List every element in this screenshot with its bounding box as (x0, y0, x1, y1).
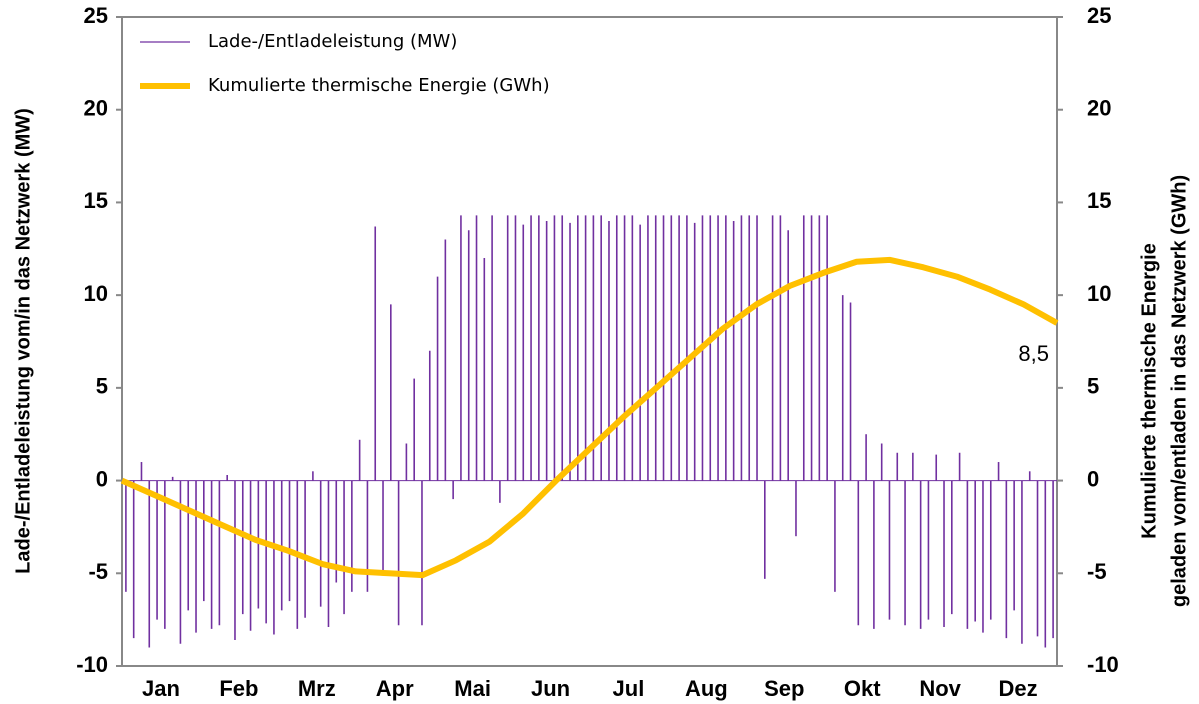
x-tick-label: Sep (764, 676, 804, 701)
y-axis-label: Lade-/Entladeleistung vom/in das Netzwer… (12, 108, 34, 574)
x-tick-label: Nov (919, 676, 961, 701)
x-tick-label: Jun (531, 676, 570, 701)
y2-tick-label: 5 (1087, 374, 1099, 399)
energy-line (120, 256, 1059, 579)
x-tick-label: Okt (844, 676, 881, 701)
x-tick-label: Apr (376, 676, 414, 701)
y2-axis-label: geladen vom/entladen in das Netzwerk (GW… (1168, 175, 1190, 607)
y2-axis-label: Kumulierte thermische Energie (1138, 243, 1160, 539)
y-tick-label: 15 (84, 188, 108, 213)
y2-tick-label: 25 (1087, 3, 1111, 28)
y2-tick-label: 0 (1087, 466, 1099, 491)
y2-tick-label: 15 (1087, 188, 1111, 213)
x-tick-label: Jan (142, 676, 180, 701)
y2-tick-label: -10 (1087, 652, 1119, 677)
legend-label: Kumulierte thermische Energie (GWh) (208, 75, 550, 96)
y2-tick-label: -5 (1087, 559, 1107, 584)
x-tick-label: Aug (685, 676, 728, 701)
y-tick-label: -10 (76, 652, 108, 677)
y-tick-label: 20 (84, 96, 108, 121)
data-label: 8,5 (1018, 341, 1049, 366)
y-tick-label: 10 (84, 281, 108, 306)
y-tick-label: 5 (96, 374, 108, 399)
x-tick-label: Dez (998, 676, 1037, 701)
x-tick-label: Jul (613, 676, 645, 701)
x-tick-label: Mrz (298, 676, 336, 701)
y2-tick-label: 20 (1087, 96, 1111, 121)
y-tick-label: -5 (88, 559, 108, 584)
y-tick-label: 25 (84, 3, 108, 28)
y-tick-label: 0 (96, 466, 108, 491)
legend-label: Lade-/Entladeleistung (MW) (208, 31, 457, 52)
x-tick-label: Feb (219, 676, 258, 701)
x-tick-label: Mai (454, 676, 491, 701)
y2-tick-label: 10 (1087, 281, 1111, 306)
